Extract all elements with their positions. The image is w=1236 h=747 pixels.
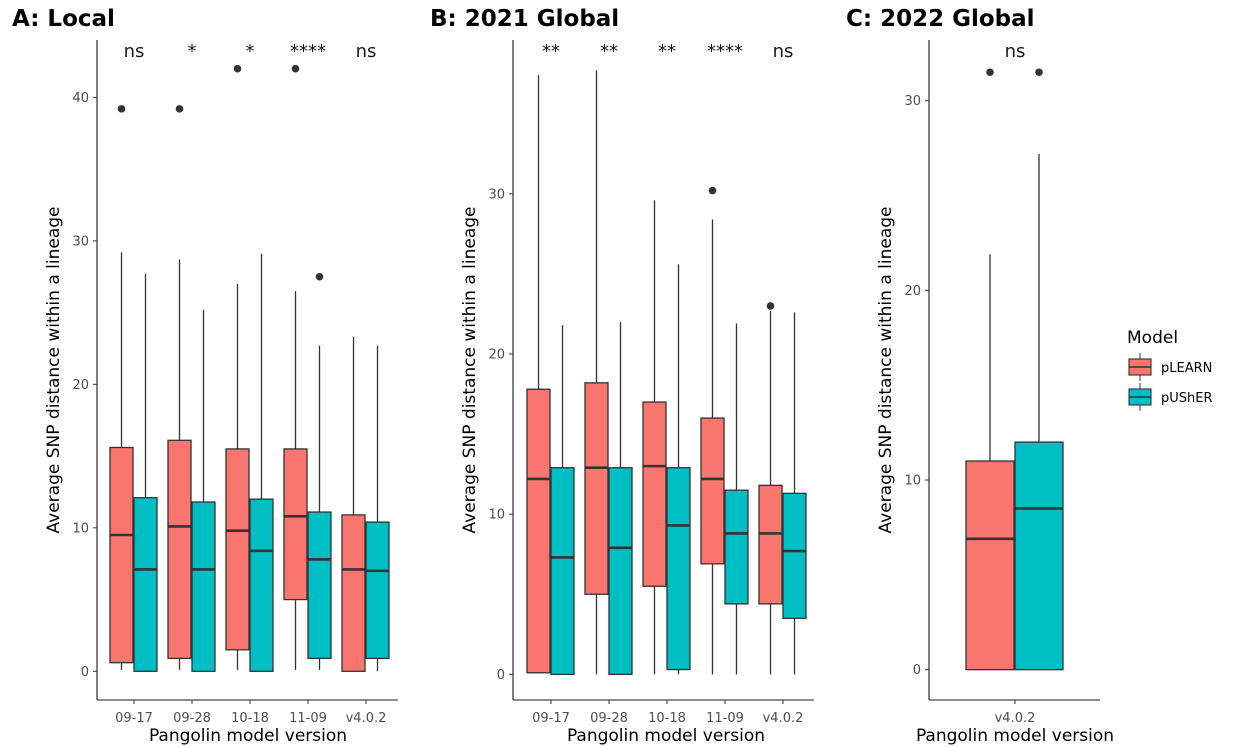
legend-title: Model xyxy=(1127,328,1178,348)
significance-label: ** xyxy=(600,41,618,62)
y-tick-label: 30 xyxy=(72,234,89,249)
x-axis-title: Pangolin model version xyxy=(916,726,1114,746)
box-plearn xyxy=(167,439,192,660)
y-tick-label: 40 xyxy=(72,91,89,106)
x-tick-label: 09-28 xyxy=(590,711,628,726)
box-plearn xyxy=(283,448,308,601)
outlier-point xyxy=(708,186,717,195)
box-plearn xyxy=(109,446,134,664)
legend-item-plearn: pLEARN xyxy=(1128,353,1212,381)
x-tick-label: 11-09 xyxy=(706,711,744,726)
y-tick-label: 10 xyxy=(72,521,89,536)
box-plearn xyxy=(758,484,783,605)
y-tick-label: 0 xyxy=(913,663,921,678)
x-tick-label: v4.0.2 xyxy=(995,711,1036,726)
box-plearn xyxy=(642,401,667,587)
legend: Model pLEARN pUShER xyxy=(1127,328,1213,411)
box-plearn xyxy=(225,448,250,651)
significance-label: ns xyxy=(773,41,794,62)
box-pusher xyxy=(724,489,749,605)
box-plearn xyxy=(700,417,725,565)
legend-label: pUShER xyxy=(1161,391,1213,406)
significance-label: ns xyxy=(124,41,145,62)
x-tick-label: v4.0.2 xyxy=(346,711,387,726)
x-tick-label: 10-18 xyxy=(648,711,686,726)
box-plearn xyxy=(526,388,551,674)
panel-title: B: 2021 Global xyxy=(430,6,619,32)
box-plearn xyxy=(584,382,609,595)
x-tick-label: 09-17 xyxy=(115,711,153,726)
outlier-point xyxy=(1035,68,1043,77)
x-axis-title: Pangolin model version xyxy=(567,726,765,746)
y-tick-label: 20 xyxy=(904,284,921,299)
box-pusher xyxy=(307,511,332,660)
box-pusher xyxy=(191,501,216,672)
panel-1: A: Local 0 10 20 30 40 Average SNP distance wi… xyxy=(12,6,398,746)
box-pusher xyxy=(1014,441,1064,671)
box-pusher xyxy=(608,467,633,676)
box-plearn xyxy=(341,514,366,672)
box-pusher xyxy=(133,497,158,672)
y-tick-label: 30 xyxy=(488,187,505,202)
outlier-point xyxy=(315,272,324,281)
legend-label: pLEARN xyxy=(1161,361,1212,376)
x-tick-label: 09-17 xyxy=(532,711,570,726)
y-tick-label: 20 xyxy=(72,378,89,393)
significance-label: * xyxy=(188,41,197,62)
y-tick-label: 30 xyxy=(904,94,921,109)
panel-3: C: 2022 Global 0 10 20 30 Average SNP distanc… xyxy=(846,6,1114,746)
x-tick-label: v4.0.2 xyxy=(763,711,804,726)
outlier-point xyxy=(117,105,126,113)
box-pusher xyxy=(782,492,807,619)
outlier-point xyxy=(766,302,775,310)
x-axis-title: Pangolin model version xyxy=(149,726,347,746)
significance-label: **** xyxy=(290,41,326,62)
box-pusher xyxy=(365,521,390,660)
significance-label: **** xyxy=(707,41,743,62)
y-axis-title: Average SNP distance within a lineage xyxy=(876,207,896,534)
y-axis-title: Average SNP distance within a lineage xyxy=(44,207,64,534)
significance-label: ns xyxy=(1005,41,1026,62)
y-tick-label: 10 xyxy=(904,474,921,489)
y-tick-label: 10 xyxy=(488,508,505,523)
box-pusher xyxy=(666,467,691,671)
y-axis-title: Average SNP distance within a lineage xyxy=(460,207,480,534)
significance-label: ** xyxy=(542,41,560,62)
y-tick-label: 0 xyxy=(497,668,505,683)
outlier-point xyxy=(175,105,184,113)
y-tick-label: 0 xyxy=(81,665,89,680)
box-pusher xyxy=(249,498,274,672)
box-pusher xyxy=(550,467,575,676)
panel-2: B: 2021 Global 0 10 20 30 Average SNP distanc… xyxy=(430,6,814,746)
panel-title: C: 2022 Global xyxy=(846,6,1035,32)
significance-label: * xyxy=(246,41,255,62)
legend-item-pusher: pUShER xyxy=(1128,383,1213,411)
x-tick-label: 09-28 xyxy=(173,711,211,726)
outlier-point xyxy=(291,64,300,73)
box-plearn xyxy=(965,460,1015,671)
outlier-point xyxy=(986,68,994,77)
panel-title: A: Local xyxy=(12,6,115,32)
x-tick-label: 11-09 xyxy=(289,711,327,726)
significance-label: ns xyxy=(356,41,377,62)
x-tick-label: 10-18 xyxy=(231,711,269,726)
outlier-point xyxy=(233,64,242,73)
y-tick-label: 20 xyxy=(488,347,505,362)
significance-label: ** xyxy=(658,41,676,62)
